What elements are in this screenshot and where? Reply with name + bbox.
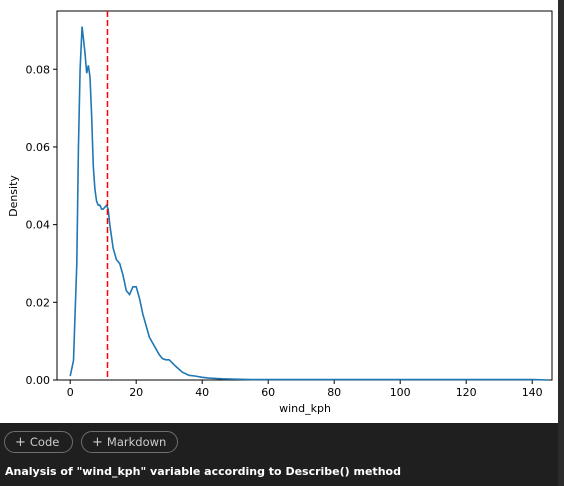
y-tick-label: 0.00	[26, 374, 51, 387]
x-axis-ticks: 0 20 40 60 80 100 120 140	[67, 380, 543, 399]
add-code-label: Code	[29, 435, 60, 449]
density-chart: 0 20 40 60 80 100 120 140 0.000.020.040.060.08 …	[7, 10, 553, 415]
cell-toolbar: + Code + Markdown	[4, 431, 178, 455]
x-tick-label: 120	[456, 386, 477, 399]
x-tick-label: 40	[195, 386, 209, 399]
markdown-cell-text: Analysis of "wind_kph" variable accordin…	[5, 465, 401, 478]
plot-frame	[56, 10, 553, 381]
add-markdown-label: Markdown	[106, 435, 167, 449]
y-tick-label: 0.02	[26, 296, 51, 309]
x-tick-label: 0	[67, 386, 74, 399]
x-tick-label: 80	[327, 386, 341, 399]
plus-icon: +	[92, 434, 103, 450]
x-tick-label: 140	[522, 386, 543, 399]
y-axis-ticks: 0.00 0.02 0.04 0.06 0.08	[26, 63, 57, 387]
x-axis-label: wind_kph	[279, 402, 331, 415]
y-axis-label: Density	[7, 175, 20, 217]
y-tick-label: 0.06	[26, 141, 51, 154]
y-tick-label: 0.04	[26, 219, 51, 232]
add-code-button[interactable]: + Code	[4, 431, 73, 453]
x-tick-label: 20	[129, 386, 143, 399]
density-curve	[69, 26, 549, 381]
plus-icon: +	[15, 434, 26, 450]
x-tick-label: 100	[390, 386, 411, 399]
y-tick-label: 0.08	[26, 63, 51, 76]
scrollbar[interactable]	[558, 0, 564, 486]
x-tick-label: 60	[261, 386, 275, 399]
cell-output-plot: 0 20 40 60 80 100 120 140 0.00 0.02 0.04 0.06 0.08 …	[0, 0, 558, 423]
add-markdown-button[interactable]: + Markdown	[81, 431, 178, 453]
